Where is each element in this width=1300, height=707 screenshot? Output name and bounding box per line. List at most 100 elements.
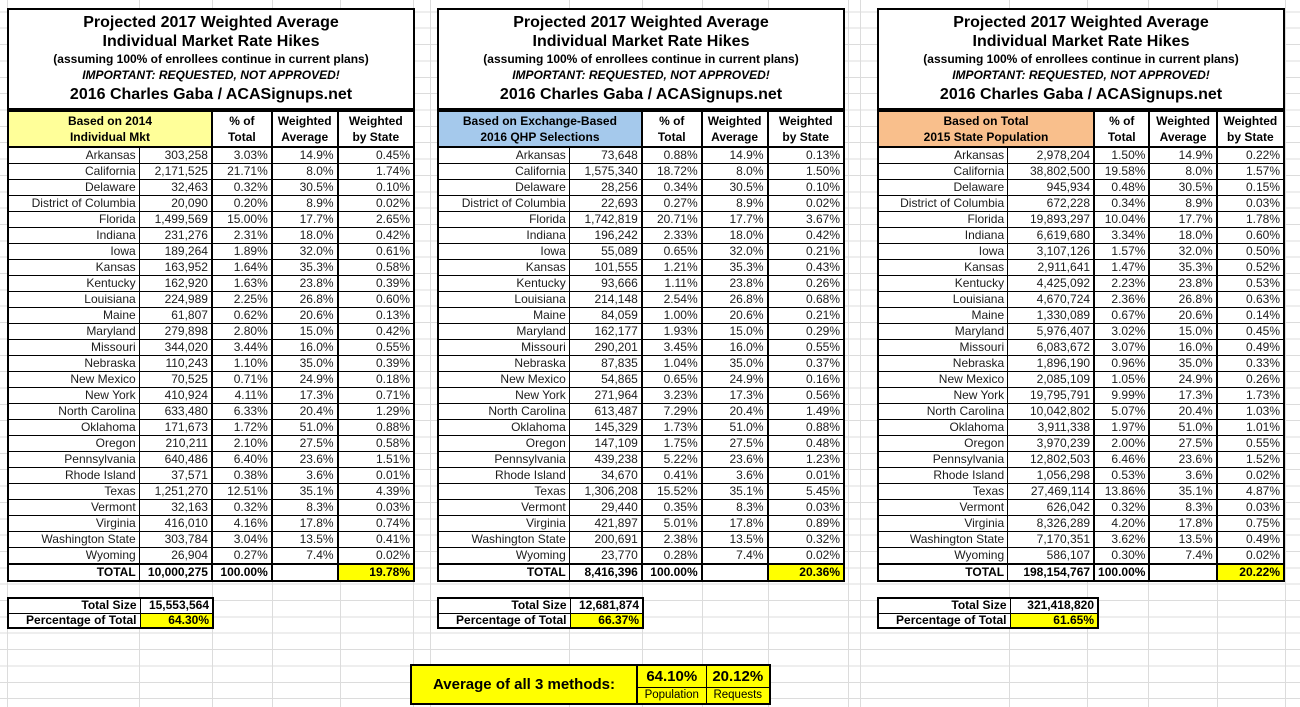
pct-of-total-cell[interactable]: 2.23% — [1093, 275, 1150, 292]
weighted-by-state-cell[interactable]: 0.02% — [336, 195, 415, 212]
pct-of-total-cell[interactable]: 0.32% — [1093, 499, 1150, 516]
weighted-by-state-cell[interactable]: 0.43% — [766, 259, 845, 276]
weighted-average-cell[interactable]: 26.8% — [700, 291, 768, 308]
enrollment-cell[interactable]: 672,228 — [1007, 195, 1095, 212]
enrollment-cell[interactable]: 2,978,204 — [1007, 146, 1095, 164]
state-name-cell[interactable]: Arkansas — [7, 146, 140, 164]
state-name-cell[interactable]: Texas — [7, 483, 140, 500]
pct-of-total-cell[interactable]: 2.10% — [210, 435, 273, 452]
total-weighted-by-state-cell[interactable]: 20.22% — [1215, 563, 1285, 582]
state-name-cell[interactable]: Wyoming — [7, 547, 140, 565]
pct-of-total-cell[interactable]: 2.25% — [210, 291, 273, 308]
weighted-average-cell[interactable]: 15.0% — [1148, 323, 1218, 340]
weighted-by-state-cell[interactable]: 0.88% — [766, 419, 845, 436]
pct-of-total-cell[interactable]: 1.73% — [640, 419, 703, 436]
weighted-average-cell[interactable]: 7.4% — [1148, 547, 1218, 565]
enrollment-cell[interactable]: 26,904 — [138, 547, 213, 565]
enrollment-cell[interactable]: 162,920 — [138, 275, 213, 292]
enrollment-cell[interactable]: 196,242 — [568, 227, 643, 244]
pct-of-total-cell[interactable]: 15.52% — [640, 483, 703, 500]
pct-of-total-cell[interactable]: 0.48% — [1093, 179, 1150, 196]
state-name-cell[interactable]: Indiana — [7, 227, 140, 244]
pct-of-total-cell[interactable]: 4.11% — [210, 387, 273, 404]
pct-of-total-cell[interactable]: 1.72% — [210, 419, 273, 436]
state-name-cell[interactable]: District of Columbia — [437, 195, 570, 212]
weighted-average-cell[interactable]: 30.5% — [700, 179, 768, 196]
weighted-average-cell[interactable]: 35.0% — [700, 355, 768, 372]
state-name-cell[interactable]: Nebraska — [437, 355, 570, 372]
weighted-average-cell[interactable]: 23.6% — [270, 451, 339, 468]
basis-header-cell[interactable]: Based on Exchange-Based 2016 QHP Selectio… — [437, 110, 643, 148]
pct-of-total-cell[interactable]: 0.38% — [210, 467, 273, 484]
enrollment-cell[interactable]: 421,897 — [568, 515, 643, 532]
pct-of-total-cell[interactable]: 1.05% — [1093, 371, 1150, 388]
total-weighted-by-state-cell[interactable]: 20.36% — [766, 563, 845, 582]
enrollment-cell[interactable]: 1,499,569 — [138, 211, 213, 228]
pct-of-total-cell[interactable]: 0.27% — [640, 195, 703, 212]
weighted-by-state-cell[interactable]: 0.13% — [336, 307, 415, 324]
state-name-cell[interactable]: Washington State — [877, 531, 1009, 548]
weighted-average-header[interactable]: Weighted Average — [270, 110, 339, 148]
enrollment-cell[interactable]: 145,329 — [568, 419, 643, 436]
weighted-average-cell[interactable]: 17.3% — [1148, 387, 1218, 404]
weighted-by-state-cell[interactable]: 0.26% — [766, 275, 845, 292]
weighted-average-cell[interactable]: 13.5% — [700, 531, 768, 548]
pct-of-total-cell[interactable]: 19.58% — [1093, 163, 1150, 180]
weighted-by-state-cell[interactable]: 0.42% — [336, 227, 415, 244]
weighted-average-cell[interactable]: 17.7% — [700, 211, 768, 228]
state-name-cell[interactable]: Indiana — [437, 227, 570, 244]
enrollment-cell[interactable]: 7,170,351 — [1007, 531, 1095, 548]
state-name-cell[interactable]: Florida — [877, 211, 1009, 228]
pct-of-total-cell[interactable]: 0.34% — [1093, 195, 1150, 212]
weighted-by-state-cell[interactable]: 0.58% — [336, 435, 415, 452]
state-name-cell[interactable]: Louisiana — [877, 291, 1009, 308]
pct-of-total-cell[interactable]: 0.30% — [1093, 547, 1150, 565]
weighted-by-state-header[interactable]: Weighted by State — [1215, 110, 1285, 148]
state-name-cell[interactable]: Virginia — [877, 515, 1009, 532]
weighted-by-state-cell[interactable]: 0.29% — [766, 323, 845, 340]
weighted-average-header[interactable]: Weighted Average — [700, 110, 768, 148]
weighted-average-cell[interactable]: 23.8% — [1148, 275, 1218, 292]
total-size-value[interactable]: 321,418,820 — [1009, 597, 1099, 614]
weighted-by-state-cell[interactable]: 0.50% — [1215, 243, 1285, 260]
pct-of-total-cell[interactable]: 0.88% — [640, 146, 703, 164]
weighted-by-state-header[interactable]: Weighted by State — [766, 110, 845, 148]
state-name-cell[interactable]: Washington State — [437, 531, 570, 548]
weighted-by-state-cell[interactable]: 1.74% — [336, 163, 415, 180]
total-weighted-average-cell[interactable] — [700, 563, 768, 582]
state-name-cell[interactable]: California — [7, 163, 140, 180]
weighted-by-state-cell[interactable]: 1.52% — [1215, 451, 1285, 468]
weighted-average-cell[interactable]: 17.3% — [270, 387, 339, 404]
state-name-cell[interactable]: Vermont — [877, 499, 1009, 516]
state-name-cell[interactable]: New Mexico — [7, 371, 140, 388]
state-name-cell[interactable]: Nebraska — [877, 355, 1009, 372]
enrollment-cell[interactable]: 3,970,239 — [1007, 435, 1095, 452]
weighted-average-cell[interactable]: 35.1% — [270, 483, 339, 500]
weighted-by-state-cell[interactable]: 0.02% — [766, 547, 845, 565]
enrollment-cell[interactable]: 279,898 — [138, 323, 213, 340]
pct-of-total-cell[interactable]: 0.32% — [210, 499, 273, 516]
pct-of-total-cell[interactable]: 1.57% — [1093, 243, 1150, 260]
state-name-cell[interactable]: Maryland — [877, 323, 1009, 340]
state-name-cell[interactable]: Kentucky — [7, 275, 140, 292]
enrollment-cell[interactable]: 640,486 — [138, 451, 213, 468]
enrollment-cell[interactable]: 19,893,297 — [1007, 211, 1095, 228]
state-name-cell[interactable]: Nebraska — [7, 355, 140, 372]
weighted-by-state-cell[interactable]: 4.39% — [336, 483, 415, 500]
average-population-label[interactable]: Population — [636, 687, 707, 705]
weighted-by-state-cell[interactable]: 0.21% — [766, 307, 845, 324]
weighted-by-state-cell[interactable]: 1.23% — [766, 451, 845, 468]
enrollment-cell[interactable]: 224,989 — [138, 291, 213, 308]
pct-of-total-cell[interactable]: 3.62% — [1093, 531, 1150, 548]
enrollment-cell[interactable]: 1,056,298 — [1007, 467, 1095, 484]
weighted-by-state-cell[interactable]: 0.01% — [766, 467, 845, 484]
enrollment-cell[interactable]: 23,770 — [568, 547, 643, 565]
pct-of-total-cell[interactable]: 0.96% — [1093, 355, 1150, 372]
weighted-average-cell[interactable]: 35.0% — [270, 355, 339, 372]
weighted-average-cell[interactable]: 35.1% — [700, 483, 768, 500]
weighted-average-cell[interactable]: 32.0% — [1148, 243, 1218, 260]
weighted-by-state-cell[interactable]: 0.55% — [766, 339, 845, 356]
weighted-by-state-cell[interactable]: 1.03% — [1215, 403, 1285, 420]
pct-of-total-cell[interactable]: 20.71% — [640, 211, 703, 228]
enrollment-cell[interactable]: 37,571 — [138, 467, 213, 484]
